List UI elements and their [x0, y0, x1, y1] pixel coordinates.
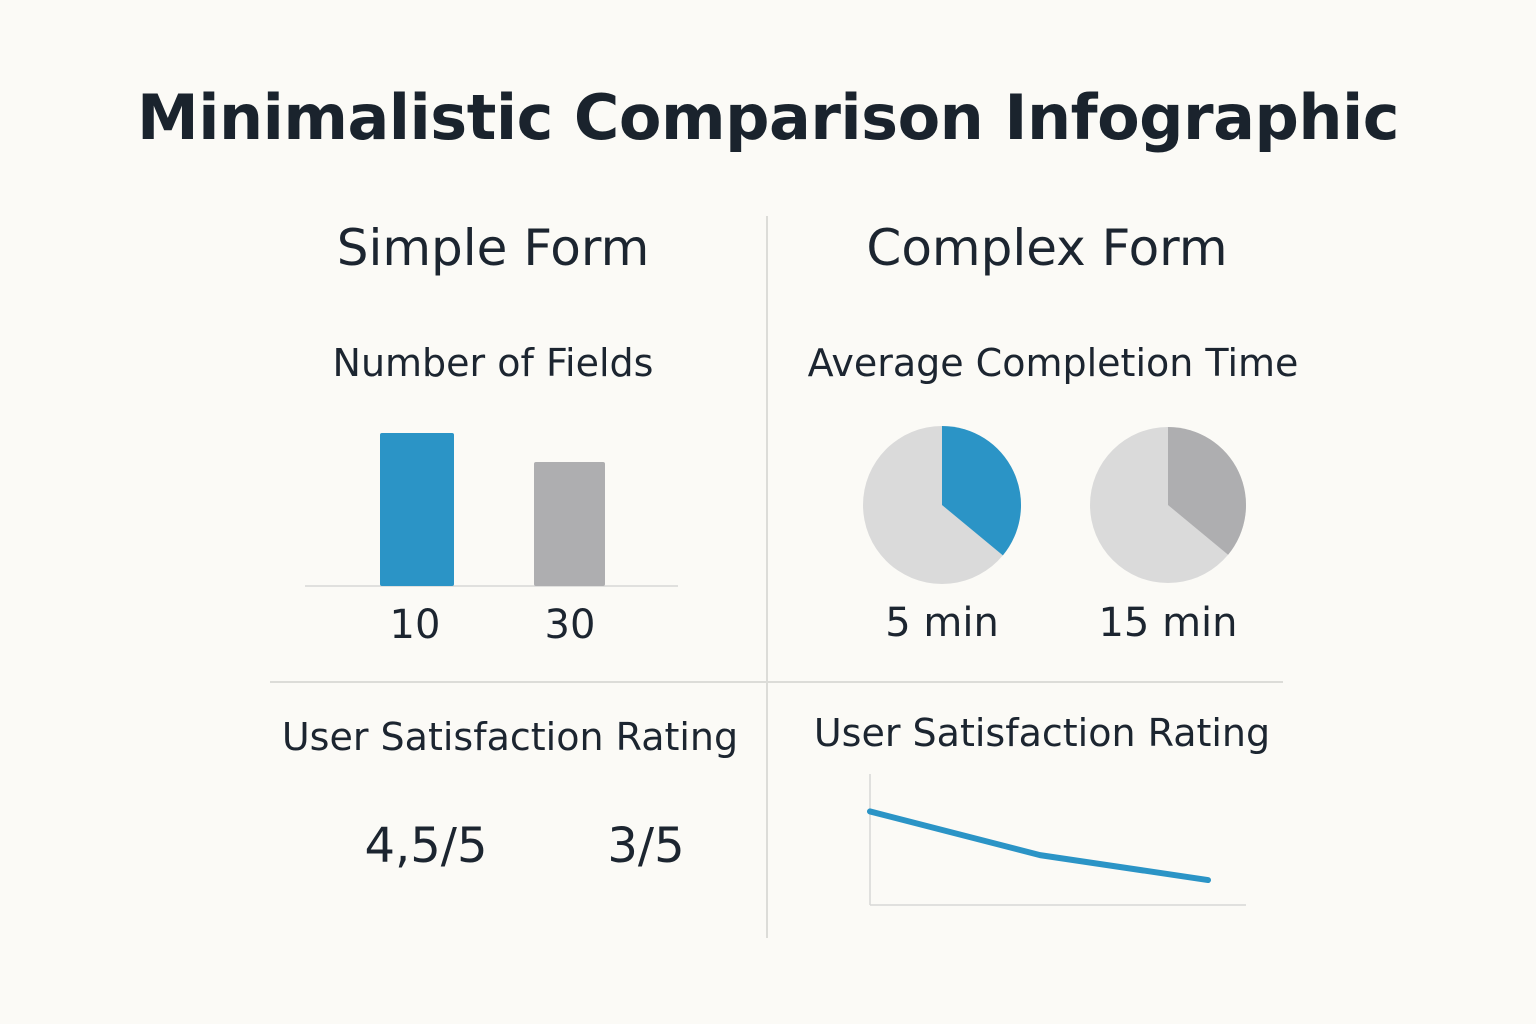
simple-completion-pie [863, 426, 1021, 584]
complex-satisfaction-title: User Satisfaction Rating [813, 711, 1271, 755]
completion-time-title: Average Completion Time [807, 341, 1299, 385]
satisfaction-line-chart [867, 774, 1246, 906]
fields-bar-chart [305, 433, 678, 587]
pie-value-label: 15 min [1098, 600, 1238, 646]
pie-value-label: 5 min [885, 600, 999, 646]
simple-form-title: Simple Form [336, 219, 650, 277]
fields-chart-title: Number of Fields [332, 341, 654, 385]
pie-slice [1168, 427, 1246, 555]
simple-satisfaction-title: User Satisfaction Rating [281, 715, 739, 759]
complex-completion-pie [1090, 427, 1246, 583]
bar-10 [380, 433, 454, 586]
simple-rating-value: 4,5/5 [364, 818, 488, 874]
vertical-divider [766, 216, 768, 938]
horizontal-divider [270, 681, 1283, 683]
satisfaction-line-series [867, 808, 1211, 884]
pie-slice [942, 426, 1021, 556]
complex-form-title: Complex Form [866, 219, 1228, 277]
bar-value-label: 10 [389, 602, 441, 648]
bar-30 [534, 462, 605, 586]
page-title: Minimalistic Comparison Infographic [137, 81, 1399, 154]
bar-value-label: 30 [544, 602, 596, 648]
complex-rating-value: 3/5 [607, 818, 685, 874]
